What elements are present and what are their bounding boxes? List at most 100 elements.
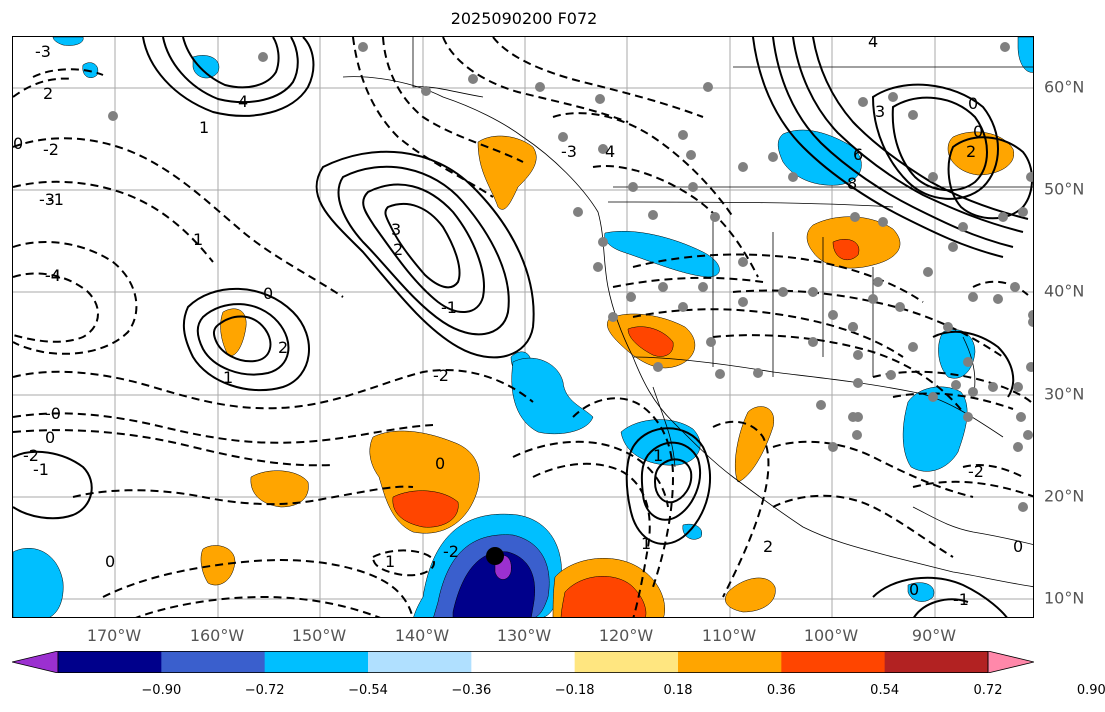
colorbar-segment bbox=[58, 651, 162, 673]
plot-title: 2025090200 F072 bbox=[450, 9, 598, 28]
contour-label: 2 bbox=[763, 537, 773, 556]
anomaly-orange-mex-south bbox=[725, 577, 776, 613]
contour-label: -1 bbox=[441, 298, 457, 317]
contour-label: 0 bbox=[973, 122, 983, 141]
contour-label: 0 bbox=[968, 94, 978, 113]
contour-label: -2 bbox=[443, 542, 459, 561]
anomaly-blue-mex-small bbox=[682, 523, 703, 540]
anomaly-blue-east bbox=[938, 329, 976, 379]
contour-label: 0 bbox=[1013, 537, 1023, 556]
contour-label: 4 bbox=[238, 92, 248, 111]
lat-label-50n: 50°N bbox=[1044, 179, 1085, 199]
lat-label-20n: 20°N bbox=[1044, 486, 1085, 506]
anomaly-blue-ne bbox=[1017, 37, 1033, 73]
anomaly-blue-nw-top bbox=[52, 37, 84, 46]
contour-label: -2 bbox=[23, 446, 39, 465]
contour-label: 3 bbox=[875, 102, 885, 121]
colorbar bbox=[12, 651, 1034, 673]
contour-label: -1 bbox=[33, 460, 49, 479]
colorbar-segment bbox=[574, 651, 679, 673]
colorbar-segment bbox=[678, 651, 782, 673]
contour-label: 4 bbox=[868, 37, 878, 51]
contour-label: -1 bbox=[48, 190, 64, 209]
lon-label-90w: 90°W bbox=[911, 626, 957, 645]
lon-label-160w: 160°W bbox=[189, 626, 245, 645]
map-panel: -3 2 -2 0 -1 4 1 -4 1 -3 4 3 2 -1 0 2 1 -2 -0 0 -1 -2 0 1 -2 2 0 1 0… bbox=[12, 36, 1034, 618]
colorbar-tick-label: 0.18 bbox=[663, 683, 693, 698]
anomaly-orange-alaska bbox=[477, 135, 537, 210]
contour-label: 2 bbox=[393, 240, 403, 259]
colorbar-outline bbox=[57, 651, 989, 673]
colorbar-tick-label: −0.18 bbox=[554, 683, 595, 698]
colorbar-segment bbox=[884, 651, 989, 673]
contour-label: -0 bbox=[45, 404, 61, 423]
contour-label: 2 bbox=[966, 142, 976, 161]
contour-label: 1 bbox=[199, 118, 209, 137]
contour-label: 2 bbox=[278, 338, 288, 357]
contour-label: 1 bbox=[653, 446, 663, 465]
contour-label: 1 bbox=[193, 230, 203, 249]
anomaly-orange-west bbox=[250, 470, 309, 508]
contour-label: -4 bbox=[45, 266, 61, 285]
contour-label: -4 bbox=[45, 266, 61, 285]
contour-label: -2 bbox=[433, 366, 449, 385]
contour-label: 1 bbox=[641, 534, 651, 553]
anomaly-blue-baja bbox=[620, 419, 701, 466]
contours-dashed bbox=[13, 37, 1033, 617]
contour-label: -2 bbox=[43, 140, 59, 159]
lat-label-10n: 10°N bbox=[1044, 588, 1085, 608]
contour-label: 0 bbox=[45, 428, 55, 447]
colorbar-tick-label: −0.54 bbox=[348, 683, 388, 698]
anomaly-blue-pacnw bbox=[604, 230, 720, 278]
anomaly-orange-small-nw bbox=[220, 308, 247, 357]
storm-center-marker bbox=[486, 547, 504, 565]
contour-label: 0 bbox=[13, 134, 23, 153]
anomaly-red-south bbox=[560, 576, 647, 617]
colorbar-tick-label: 0.54 bbox=[870, 683, 900, 698]
contour-label: 3 bbox=[391, 220, 401, 239]
colorbar-tick-label: 0.36 bbox=[766, 683, 796, 698]
contour-label: -2 bbox=[968, 462, 984, 481]
anomaly-blue-offshore bbox=[511, 357, 594, 435]
colorbar-tick-label: −0.72 bbox=[244, 683, 285, 698]
contour-label: 0 bbox=[909, 580, 919, 599]
anomaly-blue-tiny bbox=[82, 62, 99, 78]
anomaly-red-plains bbox=[832, 239, 860, 261]
lon-label-170w: 170°W bbox=[86, 626, 142, 645]
contour-label: 4 bbox=[605, 142, 615, 161]
lat-label-60n: 60°N bbox=[1044, 77, 1085, 97]
colorbar-segment bbox=[161, 651, 266, 673]
anomaly-red-central bbox=[392, 490, 459, 528]
contour-label: 8 bbox=[847, 174, 857, 193]
colorbar-tick-label: −0.36 bbox=[451, 683, 492, 698]
colorbar-segment bbox=[781, 651, 886, 673]
contour-label: -3 bbox=[35, 42, 51, 61]
colorbar-tick-label: 0.90 bbox=[1076, 683, 1105, 698]
colorbar-segment bbox=[368, 651, 472, 673]
lon-label-130w: 130°W bbox=[496, 626, 552, 645]
contours-solid bbox=[13, 37, 1033, 617]
colorbar-segment bbox=[471, 651, 576, 673]
contour-label: 1 bbox=[223, 368, 233, 387]
contour-label: 2 bbox=[43, 84, 53, 103]
shaded-anomalies bbox=[13, 37, 1033, 617]
contour-label: 1 bbox=[385, 552, 395, 571]
lon-label-150w: 150°W bbox=[291, 626, 347, 645]
contour-label: 0 bbox=[263, 284, 273, 303]
colorbar-extend-low bbox=[12, 651, 59, 673]
anomaly-blue-south-e bbox=[907, 582, 935, 602]
anomaly-red-sw bbox=[627, 326, 674, 357]
colorbar-tick-label: 0.72 bbox=[973, 683, 1003, 698]
lat-label-30n: 30°N bbox=[1044, 384, 1085, 404]
lat-label-40n: 40°N bbox=[1044, 281, 1085, 301]
anomaly-blue-nw-corner bbox=[13, 548, 64, 617]
lon-label-140w: 140°W bbox=[394, 626, 450, 645]
anomaly-blue-gulfmex bbox=[902, 386, 968, 472]
colorbar-segment bbox=[264, 651, 369, 673]
colorbar-segments bbox=[12, 651, 1034, 673]
contour-label: -3 bbox=[39, 190, 55, 209]
station-dots bbox=[108, 42, 1033, 512]
colorbar-tick-label: −0.90 bbox=[141, 683, 182, 698]
